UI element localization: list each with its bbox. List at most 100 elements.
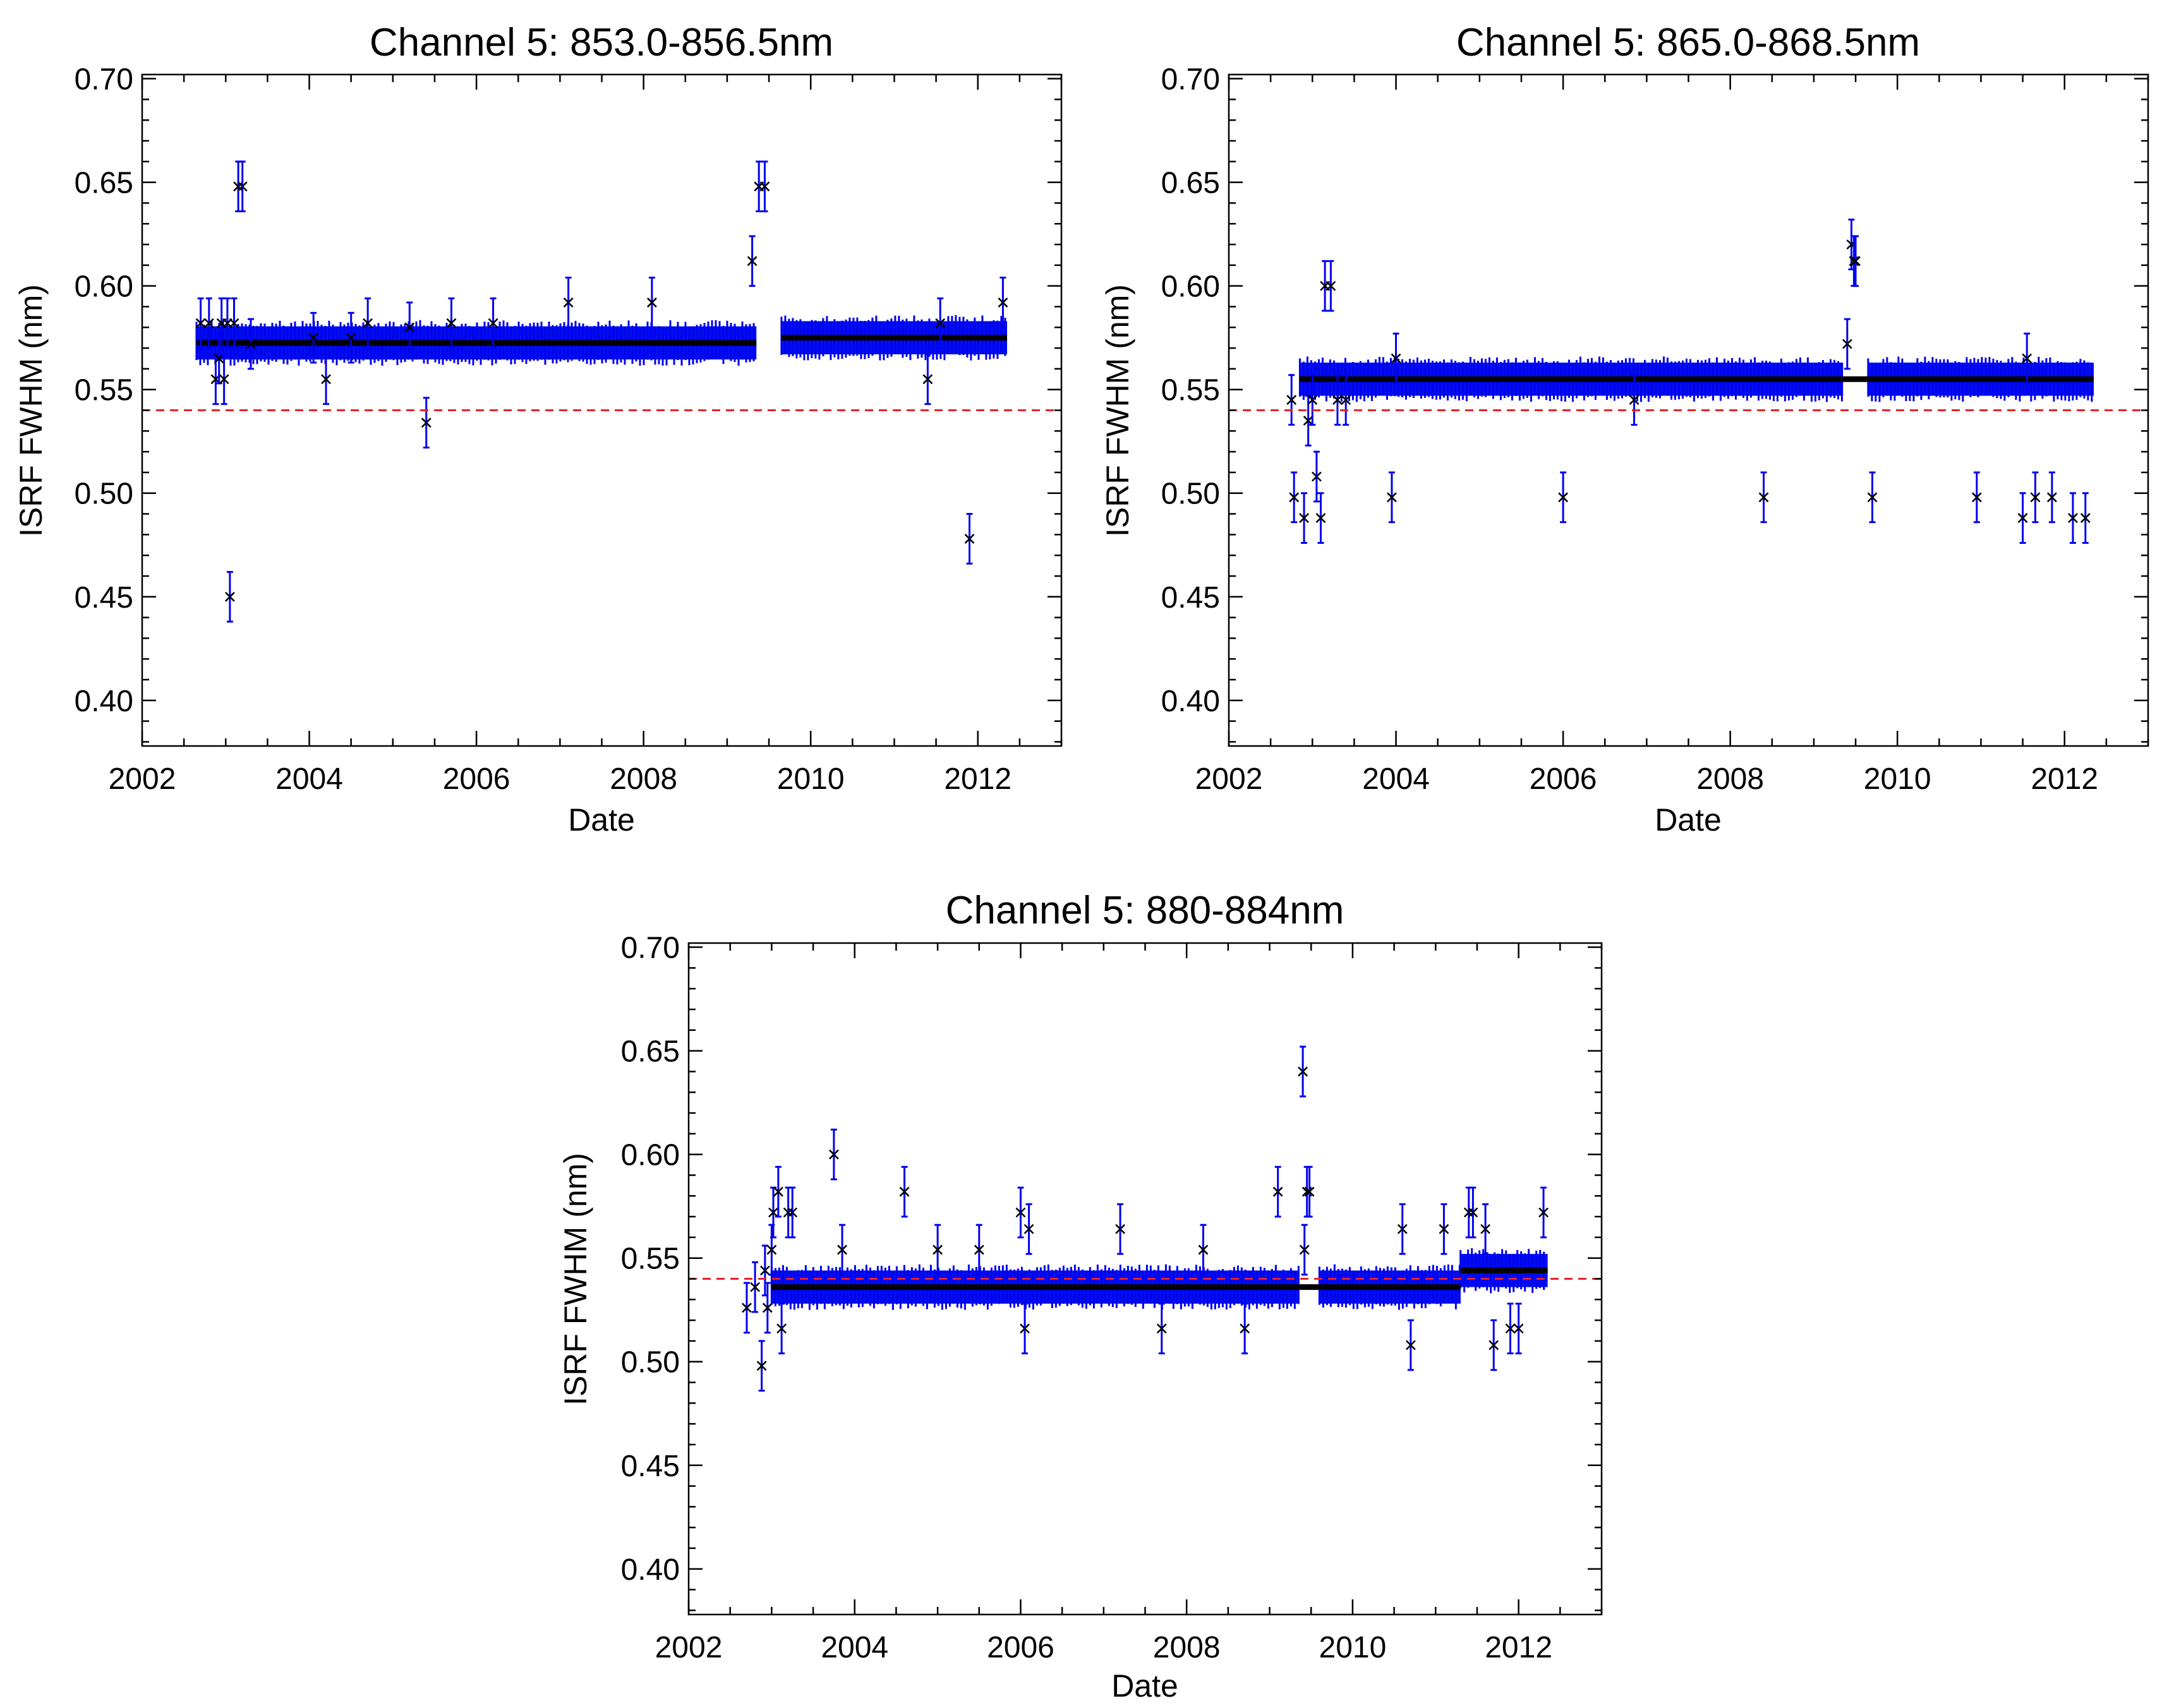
x-marker [446,318,457,328]
x-marker [229,318,239,328]
y-tick-label: 0.55 [621,1242,680,1276]
data-point [1198,1224,1209,1276]
data-point [762,1282,773,1334]
x-marker [964,533,975,544]
x-marker [219,374,229,385]
x-marker [1867,492,1878,503]
data-point [1299,492,1309,544]
x-tick-label: 2002 [655,1631,723,1664]
y-tick-label: 0.70 [621,932,680,965]
data-point [224,570,235,623]
data-point [837,1224,847,1276]
y-tick-label: 0.45 [75,581,133,615]
x-marker [2017,513,2028,524]
y-tick-label: 0.65 [75,167,133,200]
data-point [1304,1165,1315,1218]
x-axis-label: Date [1655,802,1722,838]
plot-area [1229,219,2148,544]
x-marker [1489,1340,1499,1350]
x-marker [776,1323,787,1334]
x-tick-label: 2004 [275,762,343,796]
x-marker [1299,1244,1310,1255]
x-marker [1397,1224,1408,1234]
data-point [1315,492,1326,544]
data-point [1307,374,1318,426]
x-marker [1115,1224,1126,1234]
data-point [646,277,657,328]
data-point [754,160,764,213]
data-point [237,160,248,213]
x-tick-label: 2002 [109,762,176,796]
x-marker [1289,492,1300,503]
y-tick-label: 0.50 [1161,478,1220,511]
x-marker [246,339,256,349]
data-point [2080,492,2091,544]
chart-title: Channel 5: 865.0-868.5nm [1456,21,1920,64]
x-marker [837,1244,847,1255]
x-tick-label: 2010 [1319,1631,1387,1664]
y-axis-label: ISRF FWHM (nm) [1100,284,1135,537]
data-point [246,318,256,370]
x-marker [759,1265,770,1276]
data-point [750,1261,761,1313]
x-marker [1849,256,1859,267]
y-tick-label: 0.60 [75,270,133,304]
y-tick-label: 0.65 [621,1035,680,1069]
data-point [321,353,331,406]
x-marker [974,1244,984,1255]
data-point [922,353,933,406]
x-marker [563,297,574,308]
x-marker [237,181,248,192]
y-axis-label: ISRF FWHM (nm) [13,284,49,537]
data-point [1480,1203,1491,1255]
x-marker [421,418,432,428]
data-point [1015,1186,1026,1239]
data-point [1842,318,1852,370]
x-marker [1198,1244,1209,1255]
x-tick-label: 2006 [1530,762,1597,796]
data-point [1020,1302,1030,1355]
data-point [998,277,1008,328]
data-point [346,311,356,364]
x-tick-label: 2008 [610,762,677,796]
x-marker [1971,492,1982,503]
x-tick-label: 2006 [443,762,510,796]
x-marker [1463,1207,1474,1218]
x-marker [933,1244,943,1255]
x-marker [747,256,758,267]
x-marker [1240,1323,1250,1334]
data-point [1489,1319,1499,1371]
x-marker [1156,1323,1167,1334]
data-point [933,1224,943,1276]
data-point [563,277,574,328]
data-point [203,297,214,349]
data-point [1397,1203,1408,1255]
x-marker [1538,1207,1549,1218]
data-point [1468,1186,1478,1239]
x-marker [1024,1224,1034,1234]
y-tick-label: 0.55 [1161,374,1220,407]
data-point [1326,260,1336,312]
data-point [935,297,946,349]
data-point [787,1186,798,1239]
data-point [195,297,206,349]
y-tick-label: 0.70 [75,63,133,97]
data-point [1971,471,1982,524]
x-marker [2030,492,2041,503]
x-marker [1272,1186,1283,1197]
chart-title: Channel 5: 880-884nm [946,889,1344,932]
x-marker [1480,1224,1491,1234]
x-marker [783,1207,794,1218]
data-point [899,1165,910,1218]
data-point [766,1224,777,1276]
x-marker [828,1149,839,1160]
x-marker [1391,353,1401,364]
x-marker [646,297,657,308]
data-point [1240,1302,1250,1355]
data-point [229,297,239,349]
data-point [1851,235,1861,287]
data-point [1272,1165,1283,1218]
data-point [773,1165,783,1218]
x-marker [768,1207,778,1218]
